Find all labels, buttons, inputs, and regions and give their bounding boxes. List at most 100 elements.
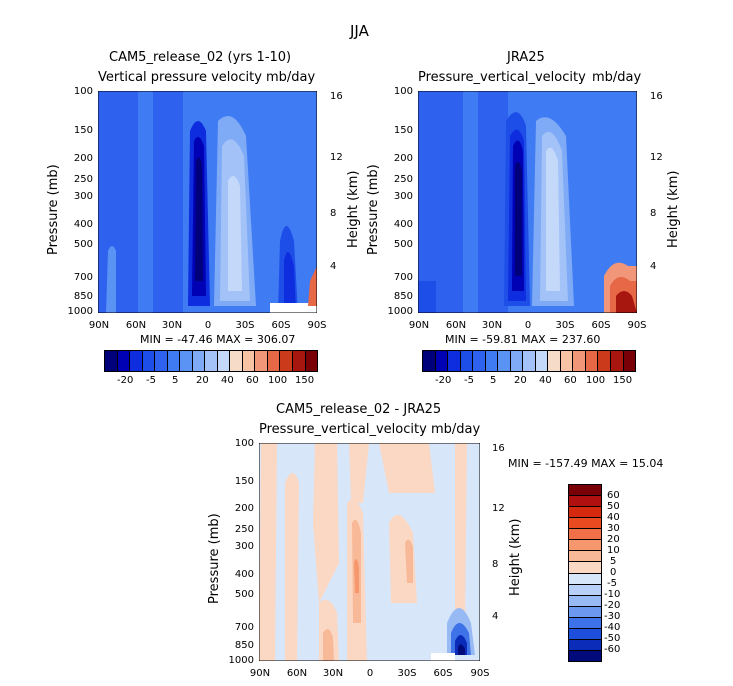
ytick: 100	[234, 438, 254, 449]
colorbar-label: 60	[246, 375, 259, 386]
xtick: 60N	[445, 320, 467, 331]
ytick: 150	[73, 125, 93, 136]
xtick: 90S	[627, 320, 647, 331]
ytick: 700	[73, 272, 93, 283]
figure-title: JJA	[350, 22, 369, 40]
panel-obs-ylabel: Pressure (mb)	[366, 164, 381, 255]
colorbar-label: -50	[604, 633, 621, 644]
xtick: 30N	[481, 320, 503, 331]
ytick: 400	[234, 569, 254, 580]
xtick: 90S	[307, 320, 327, 331]
panel-model-title: CAM5_release_02 (yrs 1-10)	[109, 50, 292, 65]
colorbar-label: 30	[607, 523, 620, 534]
xtick: 60S	[271, 320, 291, 331]
ytick: 300	[234, 541, 254, 552]
panel-obs-plot	[418, 91, 637, 313]
ytick: 150	[234, 476, 254, 487]
ytick: 500	[234, 589, 254, 600]
xtick: 90N	[88, 320, 110, 331]
colorbar-label: -20	[117, 375, 134, 386]
panel-model-stats: MIN = -47.46 MAX = 306.07	[140, 333, 296, 346]
xtick: 60N	[125, 320, 147, 331]
ytick: 200	[73, 153, 93, 164]
panel-obs-subtitle-left: Pressure_vertical_velocity	[418, 70, 586, 85]
xtick: 60S	[591, 320, 611, 331]
ytick: 200	[234, 503, 254, 514]
ytick: 850	[234, 640, 254, 651]
colorbar-label: -5	[146, 375, 156, 386]
ytick: 500	[73, 239, 93, 250]
colorbar-label: 20	[196, 375, 209, 386]
colorbar-label: 20	[514, 375, 527, 386]
panel-diff-ylabel: Pressure (mb)	[207, 513, 222, 604]
ytick: 500	[393, 239, 413, 250]
xtick: 30S	[235, 320, 255, 331]
panel-diff-subtitle-left: Pressure_vertical_velocity	[259, 422, 427, 437]
panel-obs-subtitle-right: mb/day	[592, 70, 642, 85]
ytick: 250	[234, 524, 254, 535]
ytick: 400	[73, 219, 93, 230]
colorbar-label: 10	[607, 545, 620, 556]
panel-diff-stats: MIN = -157.49 MAX = 15.04	[508, 457, 664, 470]
colorbar-label: -5	[607, 578, 617, 589]
ytick: 1000	[387, 306, 413, 317]
colorbar-label: 150	[613, 375, 633, 386]
panel-diff-colorbar	[568, 484, 602, 662]
xtick: 90N	[408, 320, 430, 331]
colorbar-label: -60	[604, 644, 621, 655]
colorbar-label: 5	[490, 375, 497, 386]
panel-obs-colorbar	[422, 350, 636, 372]
ytick: 100	[393, 86, 413, 97]
colorbar-label: 60	[564, 375, 577, 386]
colorbar-label: 40	[539, 375, 552, 386]
ytick: 100	[73, 86, 93, 97]
rtick: 12	[492, 503, 505, 514]
panel-diff-plot	[259, 443, 480, 661]
rtick: 8	[330, 208, 337, 219]
panel-diff-title: CAM5_release_02 - JRA25	[276, 402, 442, 417]
ytick: 300	[73, 191, 93, 202]
xtick: 90S	[470, 668, 490, 679]
xtick: 30S	[555, 320, 575, 331]
xtick: 90N	[249, 668, 271, 679]
xtick: 30N	[161, 320, 183, 331]
xtick: 0	[204, 320, 212, 331]
rtick: 12	[650, 152, 663, 163]
colorbar-label: 20	[607, 534, 620, 545]
colorbar-label: -20	[435, 375, 452, 386]
rtick: 8	[650, 208, 657, 219]
panel-model-subtitle-right: mb/day	[266, 70, 316, 85]
panel-obs-ylabel-right: Height (km)	[666, 170, 681, 248]
panel-model-colorbar	[104, 350, 318, 372]
colorbar-label: 5	[172, 375, 179, 386]
rtick: 4	[650, 261, 657, 272]
rtick: 16	[650, 91, 663, 102]
xtick: 30S	[397, 668, 417, 679]
ytick: 250	[73, 174, 93, 185]
ytick: 700	[393, 272, 413, 283]
colorbar-label: 60	[607, 490, 620, 501]
colorbar-label: 100	[586, 375, 606, 386]
rtick: 16	[330, 91, 343, 102]
panel-diff-subtitle-right: mb/day	[431, 422, 481, 437]
ytick: 300	[393, 191, 413, 202]
colorbar-label: 40	[607, 512, 620, 523]
panel-model-plot	[98, 91, 317, 313]
xtick: 60N	[286, 668, 308, 679]
xtick: 0	[524, 320, 532, 331]
panel-diff-ylabel-right: Height (km)	[508, 518, 523, 596]
colorbar-label: -30	[604, 611, 621, 622]
xtick: 0	[366, 668, 374, 679]
colorbar-label: 100	[268, 375, 288, 386]
ytick: 250	[393, 174, 413, 185]
rtick: 4	[330, 261, 337, 272]
panel-model-ylabel-right: Height (km)	[346, 170, 361, 248]
rtick: 12	[330, 152, 343, 163]
ytick: 1000	[67, 306, 93, 317]
colorbar-label: 40	[221, 375, 234, 386]
ytick: 850	[73, 291, 93, 302]
xtick: 60S	[433, 668, 453, 679]
colorbar-label: 150	[295, 375, 315, 386]
panel-obs-title: JRA25	[507, 50, 545, 65]
ytick: 200	[393, 153, 413, 164]
